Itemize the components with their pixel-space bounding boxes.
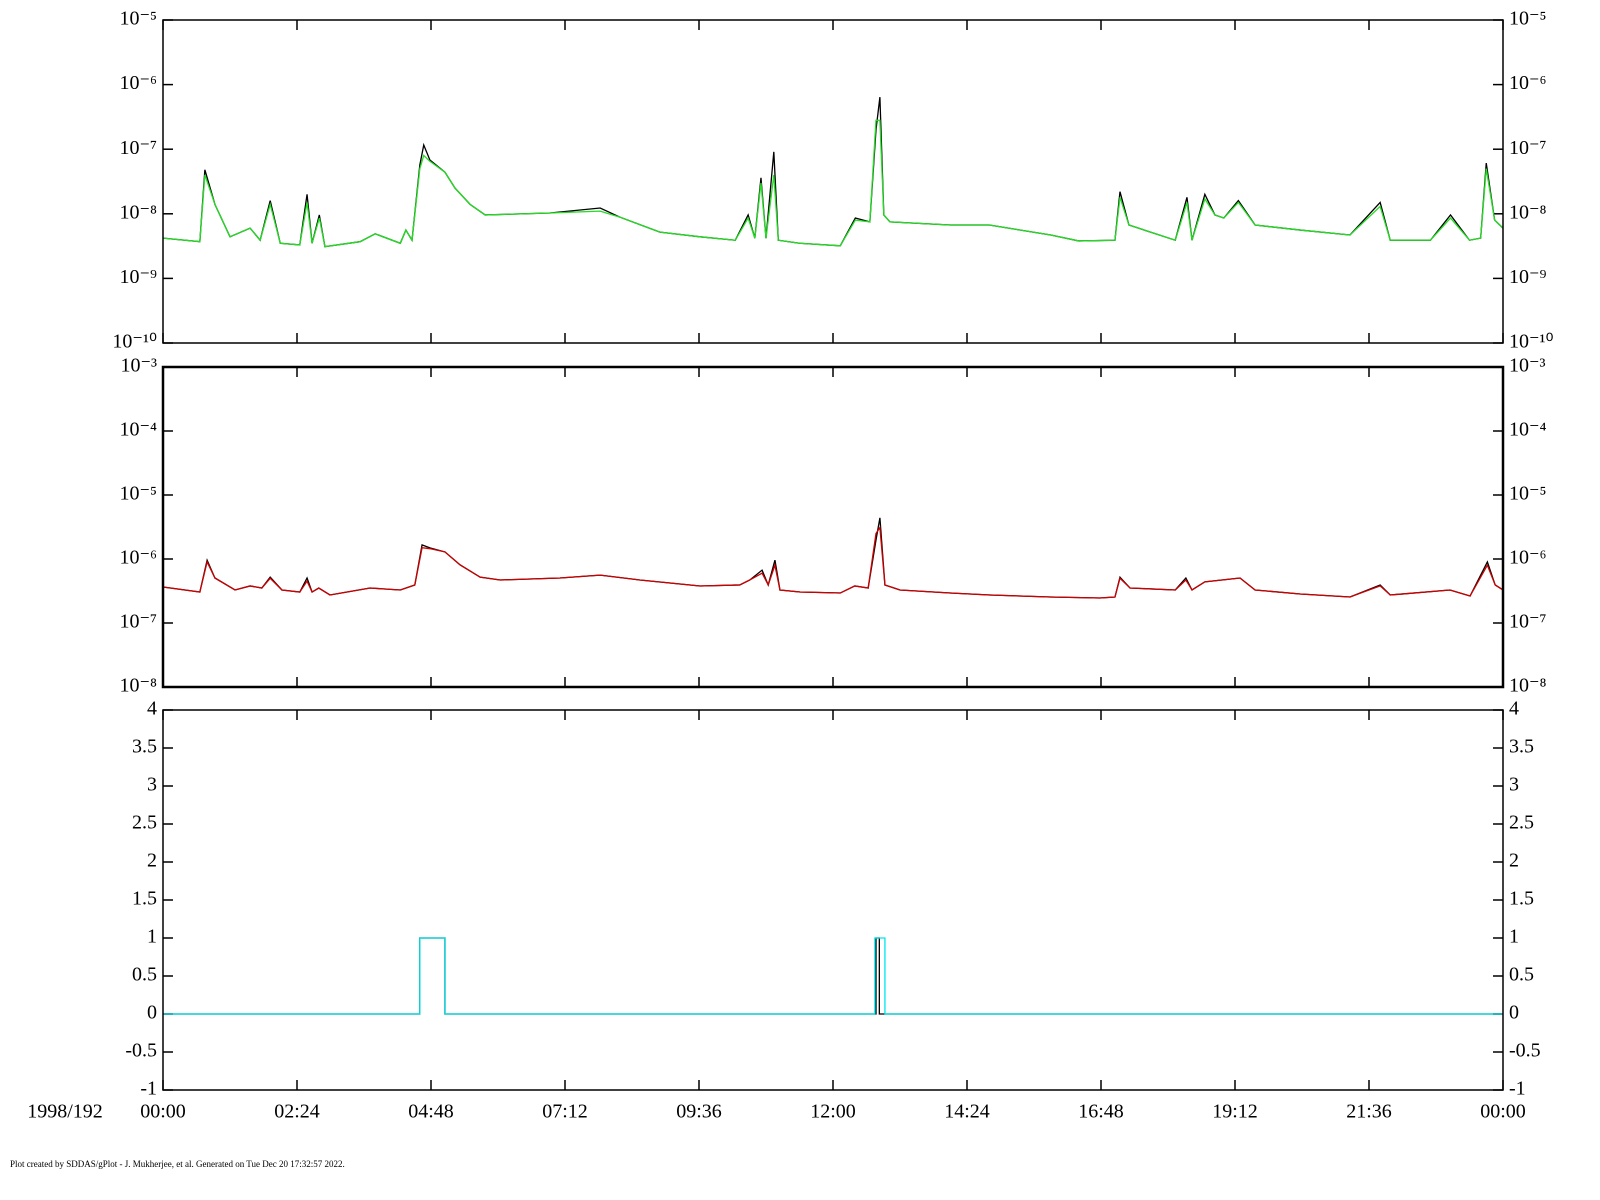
x-tick-label: 00:00 (140, 1101, 186, 1123)
y-tick-label: 0.5 (1509, 964, 1534, 986)
y-tick-label: 4 (1509, 698, 1519, 720)
y-tick-label: 1 (147, 926, 157, 948)
x-tick-label: 00:00 (1480, 1101, 1526, 1123)
series-line (162, 525, 1504, 599)
y-tick-label: -1 (140, 1078, 157, 1100)
y-tick-label: 2 (147, 850, 157, 872)
y-tick-label: 0 (147, 1002, 157, 1024)
y-tick-label: 10⁻⁵ (119, 483, 157, 505)
x-tick-label: 07:12 (542, 1101, 588, 1123)
y-tick-label: 10⁻³ (1509, 355, 1546, 377)
x-tick-label: 14:24 (944, 1101, 990, 1123)
y-tick-label: 10⁻⁷ (1509, 137, 1547, 159)
y-tick-label: 0.5 (132, 964, 157, 986)
x-axis-label: 1998/192 (27, 1101, 103, 1123)
y-tick-label: 10⁻⁸ (119, 201, 157, 223)
y-tick-label: -1 (1509, 1078, 1526, 1100)
footer: Plot created by SDDAS/gPlot - J. Mukherj… (10, 1159, 345, 1169)
y-tick-label: 10⁻⁶ (119, 547, 157, 569)
y-tick-label: 10⁻⁹ (119, 266, 157, 288)
x-tick-label: 02:24 (274, 1101, 320, 1123)
y-tick-label: 10⁻⁶ (119, 72, 157, 94)
series-line (163, 937, 1503, 1015)
y-tick-label: 3.5 (132, 736, 157, 758)
y-tick-label: 10⁻⁵ (1509, 8, 1547, 30)
series-line (162, 97, 1504, 248)
y-tick-label: 10⁻¹⁰ (1509, 331, 1554, 353)
y-tick-label: 10⁻³ (120, 355, 157, 377)
y-tick-label: 10⁻⁷ (119, 137, 157, 159)
plot-frame (162, 19, 1504, 344)
y-tick-label: 2 (1509, 850, 1519, 872)
y-tick-label: 4 (147, 698, 157, 720)
y-tick-label: 3 (147, 774, 157, 796)
y-tick-label: 10⁻⁵ (119, 8, 157, 30)
y-tick-label: 10⁻⁴ (1509, 419, 1547, 441)
y-tick-label: 10⁻⁸ (1509, 675, 1547, 697)
x-tick-label: 12:00 (810, 1101, 856, 1123)
y-tick-label: 10⁻⁹ (1509, 266, 1547, 288)
y-tick-label: 10⁻⁴ (119, 419, 157, 441)
y-tick-label: 1.5 (132, 888, 157, 910)
y-tick-label: -0.5 (125, 1040, 157, 1062)
y-tick-label: 10⁻⁶ (1509, 72, 1547, 94)
x-tick-label: 09:36 (676, 1101, 722, 1123)
y-tick-label: 10⁻⁷ (1509, 611, 1547, 633)
y-tick-label: 10⁻⁸ (119, 675, 157, 697)
x-tick-label: 04:48 (408, 1101, 454, 1123)
y-tick-label: 10⁻⁸ (1509, 201, 1547, 223)
x-tick-label: 19:12 (1212, 1101, 1258, 1123)
y-tick-label: -0.5 (1509, 1040, 1541, 1062)
y-tick-label: 2.5 (132, 812, 157, 834)
series-line (162, 119, 1504, 248)
y-tick-label: 1.5 (1509, 888, 1534, 910)
plot-frame (161, 365, 1505, 689)
series-line (162, 517, 1504, 599)
x-tick-label: 21:36 (1346, 1101, 1392, 1123)
y-tick-label: 10⁻⁷ (119, 611, 157, 633)
y-tick-label: 10⁻⁶ (1509, 547, 1547, 569)
y-tick-label: 3.5 (1509, 736, 1534, 758)
y-tick-label: 10⁻⁵ (1509, 483, 1547, 505)
y-tick-label: 0 (1509, 1002, 1519, 1024)
series-line (163, 937, 1503, 1015)
x-tick-label: 16:48 (1078, 1101, 1124, 1123)
y-tick-label: 10⁻¹⁰ (112, 331, 157, 353)
y-tick-label: 1 (1509, 926, 1519, 948)
plot-frame (162, 709, 1504, 1091)
y-tick-label: 3 (1509, 774, 1519, 796)
y-tick-label: 2.5 (1509, 812, 1534, 834)
